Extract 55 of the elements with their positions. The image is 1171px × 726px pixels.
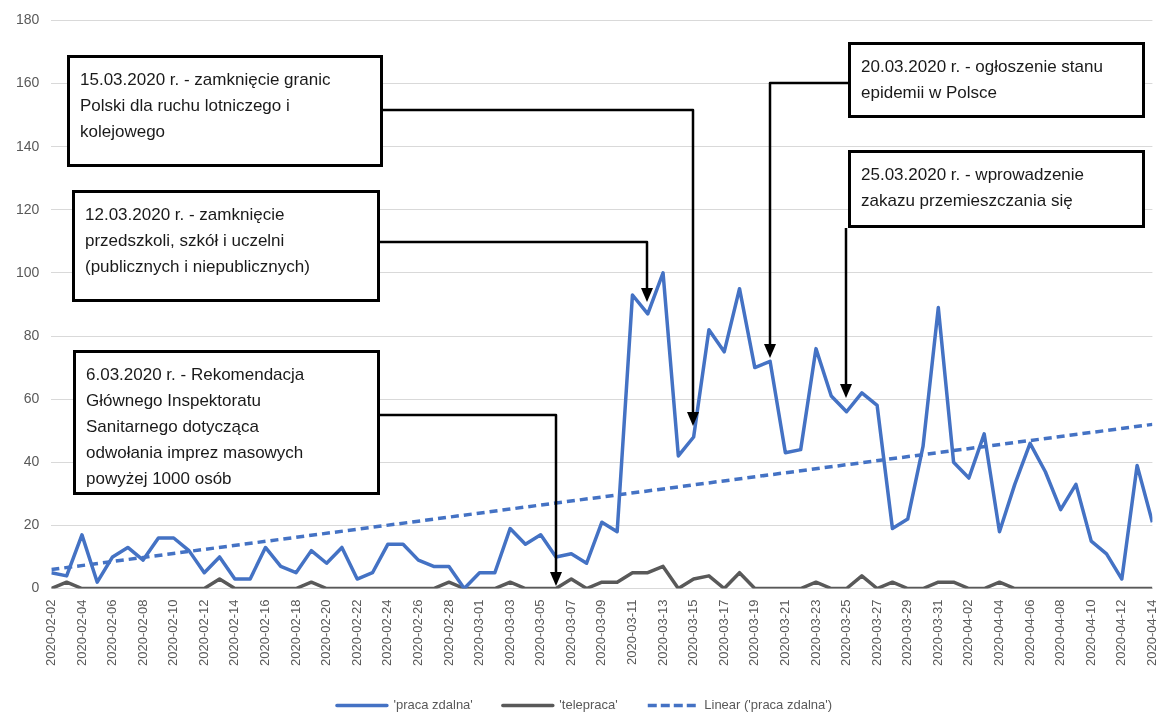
- x-tick-label: 2020-02-14: [226, 599, 242, 666]
- x-tick-label: 2020-03-07: [562, 599, 578, 666]
- y-tick-label: 180: [16, 11, 40, 28]
- y-tick-label: 120: [16, 200, 40, 217]
- x-tick-label: 2020-04-10: [1082, 599, 1098, 666]
- x-tick-label: 2020-04-02: [960, 599, 976, 666]
- callout-box: 6.03.2020 r. - Rekomendacja Głównego Inspektoratu Sanitarnego dotycząca odwołania imprez masowych powyżej 1000 osób: [73, 350, 380, 495]
- legend-label: 'telepraca': [559, 697, 618, 713]
- x-tick-label: 2020-04-14: [1143, 599, 1159, 666]
- x-tick-label: 2020-03-05: [532, 599, 548, 666]
- y-tick-label: 20: [23, 516, 40, 533]
- x-tick-label: 2020-03-29: [899, 599, 915, 666]
- x-tick-label: 2020-03-27: [868, 599, 884, 666]
- y-tick-label: 60: [23, 389, 40, 406]
- y-tick-label: 100: [16, 263, 40, 280]
- x-tick-label: 2020-02-08: [134, 599, 150, 666]
- x-tick-label: 2020-04-08: [1052, 599, 1068, 666]
- x-tick-label: 2020-03-09: [593, 599, 609, 666]
- y-tick-label: 80: [23, 326, 40, 343]
- x-tick-label: 2020-04-12: [1113, 599, 1129, 666]
- callout-box: 12.03.2020 r. - zamknięcie przedszkoli, szkół i uczelni (publicznych i niepublicznych): [72, 190, 380, 302]
- x-tick-label: 2020-02-10: [165, 599, 181, 666]
- x-tick-label: 2020-02-12: [195, 599, 211, 666]
- y-tick-label: 0: [31, 579, 40, 596]
- x-tick-label: 2020-02-28: [440, 599, 456, 666]
- x-tick-label: 2020-02-06: [104, 599, 120, 666]
- x-tick-label: 2020-03-03: [501, 599, 517, 666]
- x-tick-label: 2020-04-06: [1021, 599, 1037, 666]
- x-tick-label: 2020-03-17: [715, 599, 731, 666]
- x-tick-label: 2020-03-13: [654, 599, 670, 666]
- callout-box: 25.03.2020 r. - wprowadzenie zakazu przemieszczania się: [848, 150, 1145, 228]
- x-tick-label: 2020-03-23: [807, 599, 823, 666]
- x-tick-label: 2020-03-31: [929, 599, 945, 666]
- y-tick-label: 140: [16, 137, 40, 154]
- legend-label: Linear ('praca zdalna'): [704, 697, 833, 713]
- x-tick-label: 2020-03-25: [838, 599, 854, 666]
- x-tick-label: 2020-02-24: [379, 599, 395, 666]
- x-tick-label: 2020-03-15: [685, 599, 701, 666]
- callout-box: 15.03.2020 r. - zamknięcie granic Polski dla ruchu lotniczego i kolejowego: [67, 55, 383, 167]
- x-tick-label: 2020-02-26: [409, 599, 425, 666]
- x-tick-label: 2020-02-22: [348, 599, 364, 666]
- x-tick-label: 2020-03-11: [624, 599, 640, 666]
- legend-label: 'praca zdalna': [393, 697, 473, 713]
- x-tick-label: 2020-02-02: [42, 599, 58, 666]
- callout-box: 20.03.2020 r. - ogłoszenie stanu epidemii w Polsce: [848, 42, 1145, 118]
- x-tick-label: 2020-03-01: [471, 599, 487, 666]
- x-tick-label: 2020-03-19: [746, 599, 762, 666]
- x-tick-label: 2020-02-20: [318, 599, 334, 666]
- x-tick-label: 2020-04-04: [991, 599, 1007, 666]
- x-tick-label: 2020-03-21: [776, 599, 792, 666]
- y-tick-label: 40: [23, 453, 40, 470]
- x-tick-label: 2020-02-04: [73, 599, 89, 666]
- x-tick-label: 2020-02-16: [257, 599, 273, 666]
- x-tick-label: 2020-02-18: [287, 599, 303, 666]
- y-tick-label: 160: [16, 74, 40, 91]
